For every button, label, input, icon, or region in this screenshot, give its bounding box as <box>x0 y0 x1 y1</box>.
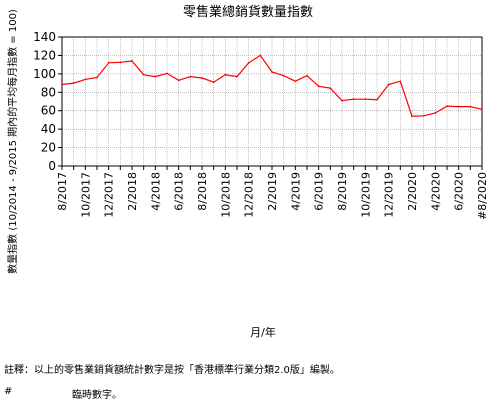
chart-title: 零售業總銷貨數量指數 <box>183 4 313 20</box>
y-tick-label: 20 <box>41 141 56 155</box>
data-point <box>259 54 262 57</box>
x-tick-label: 10/2019 <box>359 172 372 218</box>
x-tick-label: 12/2017 <box>103 172 116 218</box>
data-point <box>352 98 355 101</box>
x-tick-label: 2/2020 <box>406 172 419 211</box>
data-point <box>84 78 87 81</box>
data-point <box>271 71 273 73</box>
data-point <box>131 60 133 62</box>
y-axis: 0 20 40 60 80 100 120 140 <box>33 30 62 173</box>
data-point <box>201 77 203 79</box>
data-point <box>422 114 425 117</box>
x-tick-label: 12/2019 <box>383 172 396 218</box>
data-point <box>212 81 215 84</box>
data-point <box>306 74 308 77</box>
data-point <box>189 75 192 78</box>
data-point <box>119 61 122 64</box>
x-tick-label: 4/2020 <box>429 172 442 211</box>
data-point <box>387 83 390 86</box>
x-axis: 8/2017 10/2017 12/2017 2/2018 4/2018 6/2018 8/… <box>56 166 489 220</box>
data-point <box>457 105 460 108</box>
y-tick-label: 40 <box>41 122 56 136</box>
data-point <box>411 115 413 118</box>
y-tick-label: 0 <box>48 159 56 173</box>
grid <box>62 37 482 166</box>
x-axis-label: 月/年 <box>250 325 276 339</box>
data-point <box>96 76 98 79</box>
data-point <box>434 112 437 114</box>
data-point <box>364 98 367 101</box>
data-point <box>142 73 145 76</box>
y-tick-label: 120 <box>33 48 56 62</box>
x-tick-label: 4/2018 <box>149 172 162 211</box>
x-tick-label: 4/2019 <box>289 172 302 211</box>
y-tick-label: 60 <box>41 104 56 118</box>
data-point <box>224 73 227 76</box>
x-tick-label: 8/2018 <box>196 172 209 211</box>
x-tick-label: #8/2020 <box>476 172 489 220</box>
footnote-remark: 註釋：以上的零售業銷貨額統計數字是按「香港標準行業分類2.0版」編製。 <box>4 365 340 376</box>
y-axis-label: 數量指數 (10/2014 - 9/2015 期內的平均每月指數 = 100) <box>6 9 19 274</box>
x-tick-label: 10/2017 <box>79 172 92 218</box>
x-tick-label: 6/2020 <box>453 172 466 211</box>
data-point <box>469 105 472 108</box>
x-tick-label: 6/2019 <box>313 172 326 211</box>
data-point <box>481 108 483 111</box>
x-tick-label: 10/2018 <box>219 172 232 218</box>
y-tick-label: 140 <box>33 30 56 44</box>
series-line-group <box>61 54 483 118</box>
data-point <box>107 61 110 64</box>
data-point <box>282 74 285 77</box>
x-tick-label: 8/2019 <box>336 172 349 211</box>
y-tick-label: 100 <box>33 67 56 81</box>
data-point <box>166 72 168 75</box>
footnote-hash-text: 臨時數字。 <box>72 390 122 401</box>
data-point <box>154 75 157 78</box>
y-tick-label: 80 <box>41 85 56 99</box>
data-point <box>247 61 250 64</box>
data-point <box>61 83 63 86</box>
data-point <box>329 87 332 90</box>
data-point <box>317 85 320 88</box>
x-tick-label: 6/2018 <box>173 172 186 211</box>
footnote-hash-symbol: # <box>4 386 13 397</box>
data-point <box>294 80 297 83</box>
data-point <box>177 79 180 82</box>
data-point <box>236 75 238 78</box>
data-point <box>446 105 448 108</box>
data-point <box>399 80 402 83</box>
x-tick-label: 2/2018 <box>126 172 139 211</box>
data-point <box>376 98 378 101</box>
data-point <box>72 82 75 84</box>
data-point <box>341 99 343 102</box>
x-tick-label: 8/2017 <box>56 172 69 211</box>
x-tick-label: 12/2018 <box>243 172 256 218</box>
x-tick-label: 2/2019 <box>266 172 279 211</box>
